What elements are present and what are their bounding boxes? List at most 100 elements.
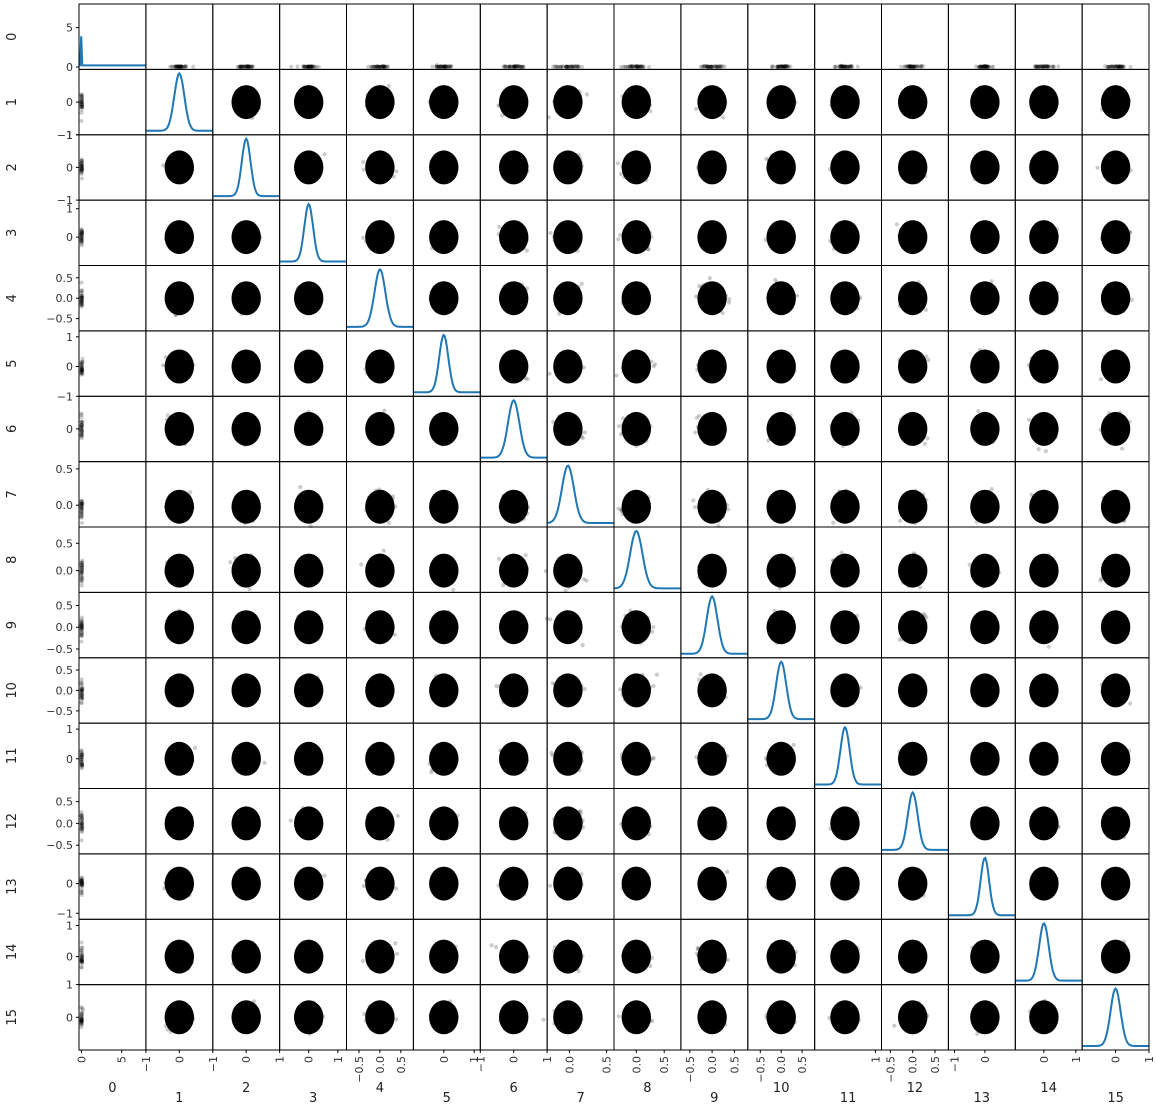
point-cloud-core: [553, 150, 582, 184]
point: [191, 65, 195, 69]
cell-1-14: [1015, 69, 1082, 134]
cell-frame: [347, 4, 414, 69]
point: [80, 236, 84, 240]
point: [694, 107, 698, 111]
cell-1-0: [79, 69, 146, 134]
point-cloud-core: [365, 220, 394, 254]
cell-frame: [146, 69, 213, 134]
point: [991, 65, 995, 69]
point: [856, 65, 860, 69]
point: [317, 65, 321, 69]
cell-frame: [681, 4, 748, 69]
point-cloud-core: [429, 220, 458, 254]
cell-2-12: [882, 135, 949, 200]
point-cloud-core: [232, 220, 261, 254]
cell-1-2: [213, 69, 280, 134]
point: [1039, 64, 1043, 68]
point: [80, 172, 84, 176]
point: [441, 64, 445, 68]
cell-1-6: [480, 69, 547, 134]
cell-1-3: [280, 69, 347, 134]
point: [80, 119, 84, 123]
point: [174, 65, 178, 69]
cell-1-13: [948, 69, 1015, 134]
cell-1-12: [882, 69, 949, 134]
cell-frame: [213, 4, 280, 69]
cell-2-0: [79, 135, 146, 200]
cell-2-10: [748, 135, 815, 200]
point-cloud-core: [622, 150, 651, 184]
kde-line-2: [213, 139, 280, 196]
point-cloud-core: [767, 220, 796, 254]
cell-0-11: [815, 4, 882, 69]
cell-0-0: [79, 4, 146, 69]
point: [80, 103, 84, 107]
cell-1-4: [347, 69, 414, 134]
point: [1045, 64, 1049, 68]
cell-2-9: [681, 135, 748, 200]
point: [974, 65, 978, 69]
point: [80, 93, 84, 97]
cell-2-14: [1015, 135, 1082, 200]
point-cloud-core: [365, 150, 394, 184]
point: [361, 168, 365, 172]
point: [508, 64, 512, 68]
cell-2-13: [948, 135, 1015, 200]
point-cloud-core: [165, 150, 194, 184]
cell-3-9: [681, 200, 748, 265]
cell-frame: [79, 200, 146, 265]
cell-3-10: [748, 200, 815, 265]
cell-3-5: [413, 200, 480, 265]
cell-frame: [1015, 4, 1082, 69]
point-cloud-core: [294, 85, 323, 119]
cell-frame: [213, 135, 280, 200]
cell-0-1: [146, 4, 213, 69]
cell-2-3: [280, 135, 347, 200]
point: [554, 65, 558, 69]
point: [80, 232, 84, 236]
point: [618, 233, 622, 237]
point-cloud-core: [499, 85, 528, 119]
point: [80, 111, 84, 115]
point: [775, 65, 779, 69]
point: [1109, 65, 1113, 69]
point: [845, 65, 849, 69]
point: [633, 65, 637, 69]
cell-frame: [480, 4, 547, 69]
point-cloud-core: [830, 85, 859, 119]
cell-3-8: [614, 200, 681, 265]
cell-3-3: [280, 200, 347, 265]
point-cloud-core: [622, 85, 651, 119]
kde-line-0: [79, 36, 146, 65]
point: [1051, 65, 1055, 69]
cell-frame: [146, 4, 213, 69]
point-cloud-core: [294, 150, 323, 184]
point: [250, 65, 254, 69]
cell-0-15: [1082, 4, 1149, 69]
cell-2-15: [1082, 135, 1149, 200]
cell-2-11: [815, 135, 882, 200]
point: [431, 65, 435, 69]
point-cloud-core: [1101, 150, 1130, 184]
point-cloud-core: [767, 85, 796, 119]
point: [435, 65, 439, 69]
point: [783, 64, 787, 68]
cell-1-1: [146, 69, 213, 134]
point: [289, 65, 293, 69]
point: [899, 65, 903, 69]
point-cloud-core: [499, 220, 528, 254]
cell-2-7: [547, 135, 614, 200]
point-cloud-core: [429, 85, 458, 119]
cell-3-11: [815, 200, 882, 265]
cell-frame: [815, 4, 882, 69]
cell-1-15: [1082, 69, 1149, 134]
kde-line-3: [280, 204, 347, 261]
point-cloud-core: [365, 85, 394, 119]
point: [80, 163, 84, 167]
point: [834, 65, 838, 69]
point: [978, 65, 982, 69]
point: [779, 65, 783, 69]
point: [637, 65, 641, 69]
point-cloud-core: [970, 150, 999, 184]
